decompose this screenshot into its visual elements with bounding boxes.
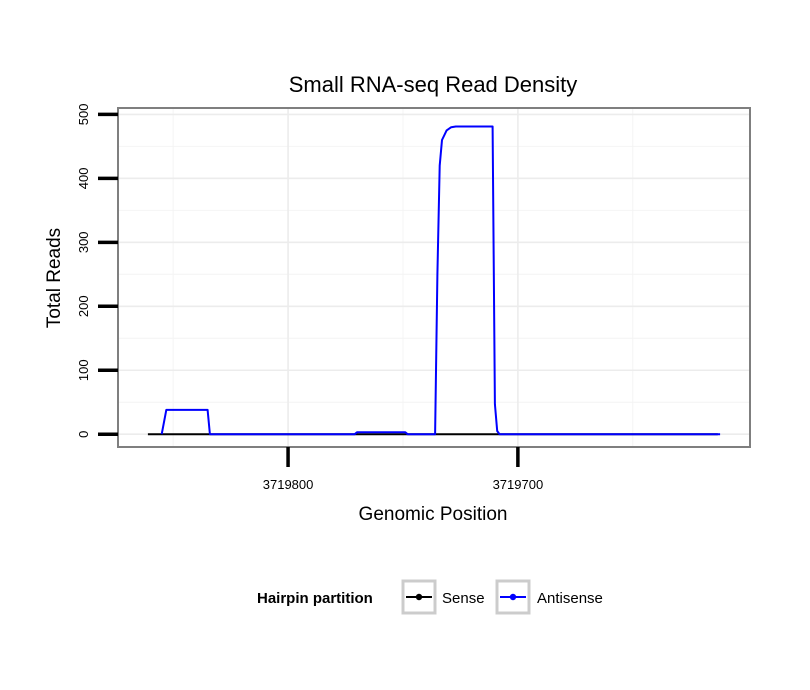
y-tick-label: 100 bbox=[76, 359, 91, 381]
plot-panel-background bbox=[118, 108, 750, 447]
y-tick-label: 200 bbox=[76, 295, 91, 317]
x-axis: 3719800 3719700 bbox=[263, 447, 543, 492]
x-tick-label: 3719700 bbox=[493, 477, 544, 492]
chart-title: Small RNA-seq Read Density bbox=[289, 72, 578, 97]
legend: Hairpin partition Sense Antisense bbox=[257, 579, 603, 615]
plot-panel-border bbox=[117, 107, 751, 448]
legend-point-antisense bbox=[509, 593, 517, 601]
y-tick-label: 500 bbox=[76, 104, 91, 126]
legend-label-antisense: Antisense bbox=[537, 590, 603, 607]
y-axis-title: Total Reads bbox=[44, 228, 65, 328]
series-line-antisense bbox=[160, 125, 721, 436]
x-tick-label: 3719800 bbox=[263, 477, 314, 492]
legend-item-sense: Sense bbox=[401, 579, 485, 615]
legend-point-sense bbox=[415, 593, 423, 601]
y-tick-label: 0 bbox=[76, 431, 91, 438]
y-axis: 0 100 200 300 400 500 bbox=[76, 104, 118, 438]
series-layer bbox=[147, 125, 721, 436]
grid-lines bbox=[118, 108, 750, 447]
y-tick-label: 300 bbox=[76, 231, 91, 253]
legend-title: Hairpin partition bbox=[257, 590, 373, 607]
y-tick-label: 400 bbox=[76, 168, 91, 190]
legend-label-sense: Sense bbox=[442, 590, 485, 607]
x-axis-title: Genomic Position bbox=[359, 504, 508, 525]
legend-item-antisense: Antisense bbox=[495, 579, 603, 615]
